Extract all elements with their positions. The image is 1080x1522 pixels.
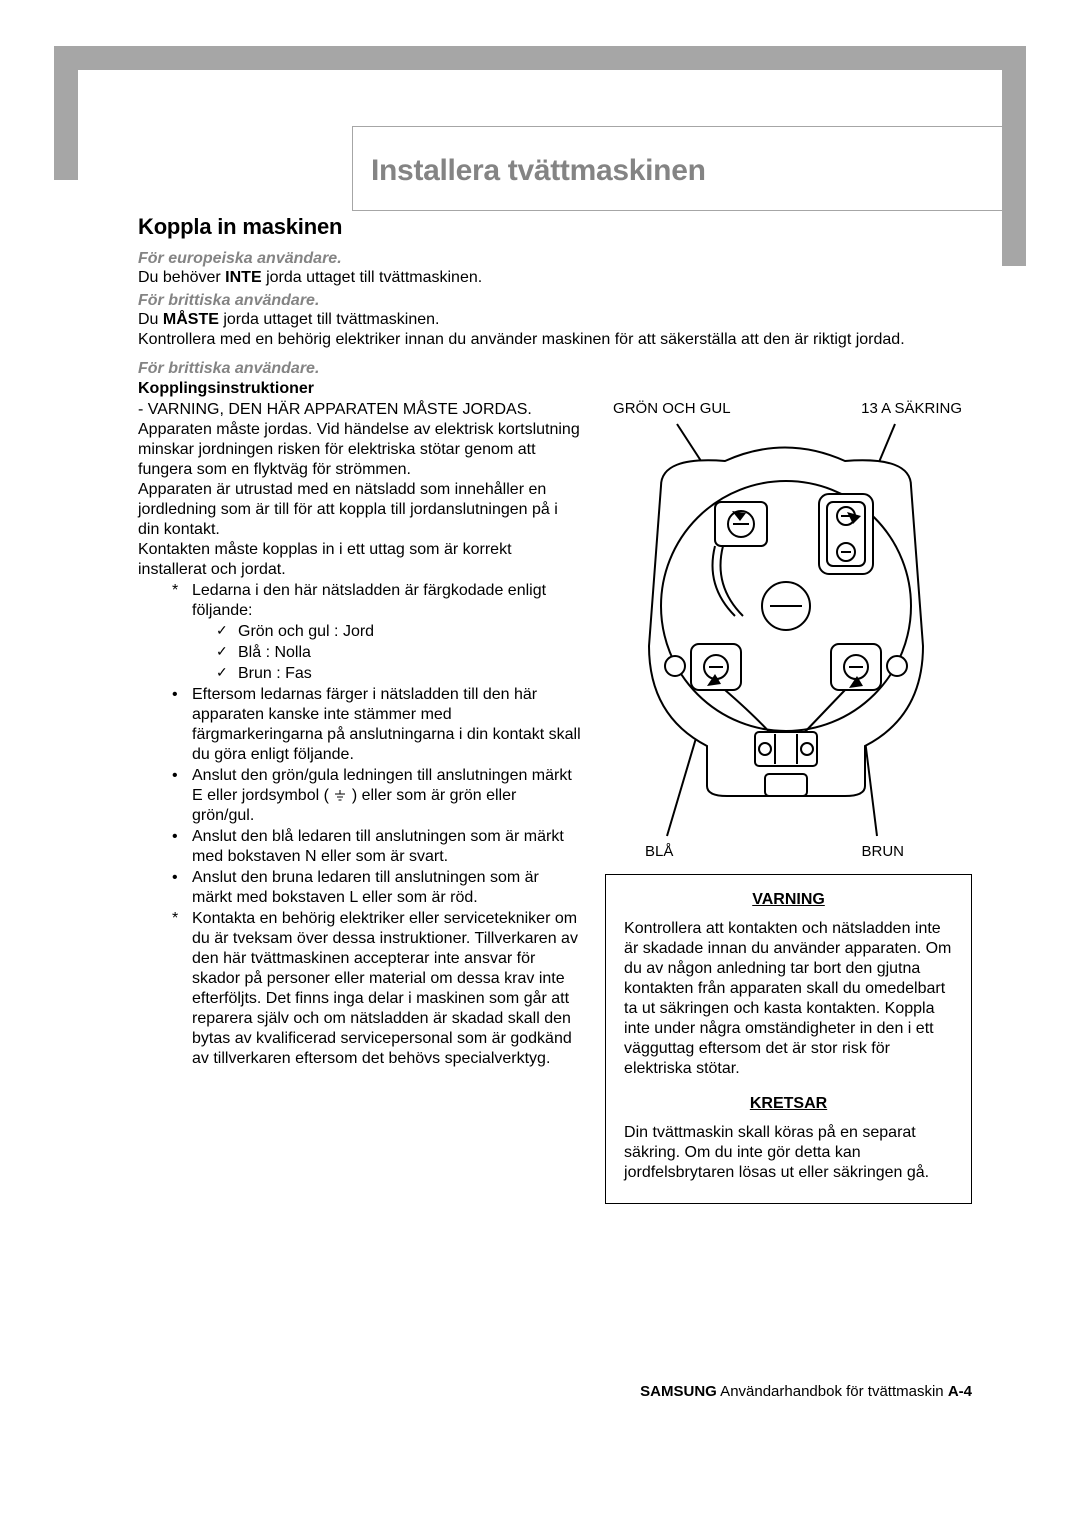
wiring-p2: Apparaten är utrustad med en nätsladd so…: [138, 480, 581, 540]
warning-text: Kontrollera att kontakten och nätsladden…: [624, 919, 953, 1079]
eu-users-heading: För europeiska användare.: [138, 250, 972, 268]
footer-brand: SAMSUNG: [640, 1383, 717, 1400]
list-item: ✓Blå : Nolla: [216, 643, 581, 663]
uk-users-text: Du MÅSTE jorda uttaget till tvättmaskine…: [138, 310, 972, 330]
color2: Blå : Nolla: [238, 643, 311, 663]
list-item: •Eftersom ledarnas färger i nätsladden t…: [172, 685, 581, 765]
star2: Kontakta en behörig elektriker eller ser…: [192, 909, 581, 1069]
bullet4: Anslut den bruna ledaren till anslutning…: [192, 868, 581, 908]
footer-page: A-4: [948, 1383, 972, 1400]
list-item: • Anslut den grön/gula ledningen till an…: [172, 766, 581, 826]
bullet-marker: •: [172, 827, 192, 867]
list-item: ✓Brun : Fas: [216, 664, 581, 684]
wiring-warning: - VARNING, DEN HÄR APPARATEN MÅSTE JORDA…: [138, 400, 581, 420]
color3: Brun : Fas: [238, 664, 312, 684]
color1: Grön och gul : Jord: [238, 622, 374, 642]
frame-top-bar: [54, 46, 1026, 70]
ground-symbol-icon: [333, 789, 347, 803]
page-title: Installera tvättmaskinen: [371, 154, 706, 187]
star1-text: Ledarna i den här nätsladden är färgkoda…: [192, 582, 546, 619]
list-item: *Kontakta en behörig elektriker eller se…: [172, 909, 581, 1069]
check-icon: ✓: [216, 664, 238, 684]
wiring-p1: Apparaten måste jordas. Vid händelse av …: [138, 420, 581, 480]
star-marker: *: [172, 909, 192, 1069]
check-icon: ✓: [216, 643, 238, 663]
eu-prefix: Du behöver: [138, 269, 225, 286]
bullet3: Anslut den blå ledaren till anslutningen…: [192, 827, 581, 867]
right-column: GRÖN OCH GUL 13 A SÄKRING BLÅ BRUN: [605, 400, 972, 1204]
uk-users-heading: För brittiska användare.: [138, 292, 972, 310]
circuits-text: Din tvättmaskin skall köras på en separa…: [624, 1123, 953, 1183]
instruction-list: * Ledarna i den här nätsladden är färgko…: [138, 581, 581, 1069]
frame-left-bar: [54, 46, 78, 180]
bullet-marker: •: [172, 766, 192, 826]
warning-title: VARNING: [624, 891, 953, 909]
plug-diagram: GRÖN OCH GUL 13 A SÄKRING BLÅ BRUN: [605, 400, 972, 860]
left-column: - VARNING, DEN HÄR APPARATEN MÅSTE JORDA…: [138, 400, 581, 1204]
eu-bold: INTE: [225, 269, 261, 286]
wiring-heading: Kopplingsinstruktioner: [138, 380, 972, 398]
color-sublist: ✓Grön och gul : Jord ✓Blå : Nolla ✓Brun …: [192, 622, 581, 684]
list-item: •Anslut den blå ledaren till anslutninge…: [172, 827, 581, 867]
circuits-title: KRETSAR: [624, 1095, 953, 1113]
eu-suffix: jorda uttaget till tvättmaskinen.: [262, 269, 483, 286]
label-fuse: 13 A SÄKRING: [861, 400, 962, 417]
warning-box: VARNING Kontrollera att kontakten och nä…: [605, 874, 972, 1204]
title-box: Installera tvättmaskinen: [352, 126, 1002, 211]
content-area: Koppla in maskinen För europeiska använd…: [138, 214, 972, 1204]
frame-right-bar: [1002, 46, 1026, 266]
list-item: ✓Grön och gul : Jord: [216, 622, 581, 642]
uk-prefix: Du: [138, 311, 163, 328]
footer-text: Användarhandbok för tvättmaskin: [717, 1383, 948, 1400]
page-footer: SAMSUNG Användarhandbok för tvättmaskin …: [640, 1383, 972, 1400]
uk-suffix: jorda uttaget till tvättmaskinen.: [219, 311, 440, 328]
star-marker: *: [172, 581, 192, 684]
check-icon: ✓: [216, 622, 238, 642]
bullet-marker: •: [172, 685, 192, 765]
bullet2: Anslut den grön/gula ledningen till ansl…: [192, 766, 581, 826]
bullet-marker: •: [172, 868, 192, 908]
uk-users-heading-2: För brittiska användare.: [138, 360, 972, 378]
list-item: •Anslut den bruna ledaren till anslutnin…: [172, 868, 581, 908]
wiring-p3: Kontakten måste kopplas in i ett uttag s…: [138, 540, 581, 580]
bullet1: Eftersom ledarnas färger i nätsladden ti…: [192, 685, 581, 765]
plug-diagram-svg: [605, 416, 965, 856]
uk-check-text: Kontrollera med en behörig elektriker in…: [138, 330, 972, 350]
list-item: * Ledarna i den här nätsladden är färgko…: [172, 581, 581, 684]
uk-bold: MÅSTE: [163, 311, 219, 328]
two-column-layout: - VARNING, DEN HÄR APPARATEN MÅSTE JORDA…: [138, 400, 972, 1204]
label-green-yellow: GRÖN OCH GUL: [613, 400, 731, 417]
eu-users-text: Du behöver INTE jorda uttaget till tvätt…: [138, 268, 972, 288]
section-heading: Koppla in maskinen: [138, 214, 972, 240]
